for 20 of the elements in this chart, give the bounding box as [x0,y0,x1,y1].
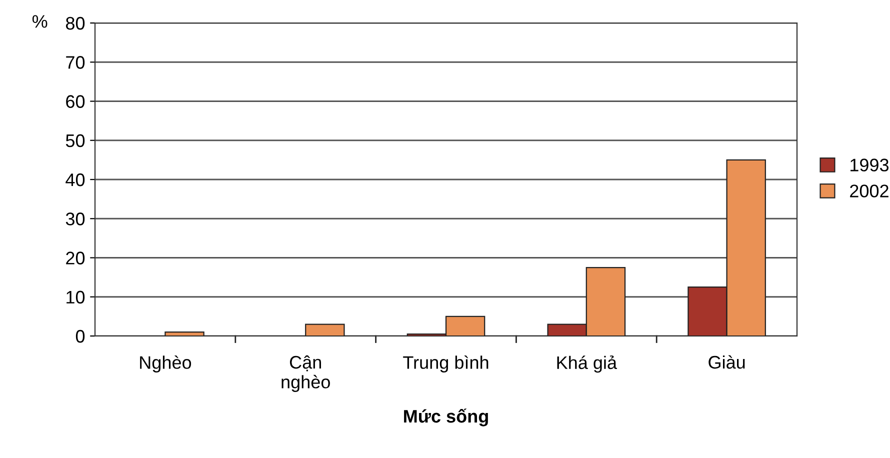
x-tick-label: Nghèo [140,355,192,372]
y-tick-label: 10 [66,290,85,304]
y-tick-label: 60 [66,95,85,108]
y-tick-label: 70 [66,56,85,69]
y-axis-title: % [32,15,48,28]
x-tick-label: Giàu [708,355,745,369]
y-tick-label: 80 [66,16,85,30]
x-tick-label: Khá giả [557,355,618,373]
y-tick-label: 40 [66,173,85,186]
y-tick-label: 50 [66,134,85,148]
bar [164,332,204,336]
x-tick-label: Cận nghèo [282,355,330,392]
legend-label: 1993 [850,158,889,172]
y-tick-label: 20 [66,252,85,264]
y-tick-label: 30 [66,212,85,226]
x-tick-label: Trung bình [403,355,488,372]
x-axis-title: Mức sống [404,408,488,426]
bar [305,324,345,336]
y-tick-label: 0 [76,330,85,343]
legend-label: 2002 [850,184,888,198]
